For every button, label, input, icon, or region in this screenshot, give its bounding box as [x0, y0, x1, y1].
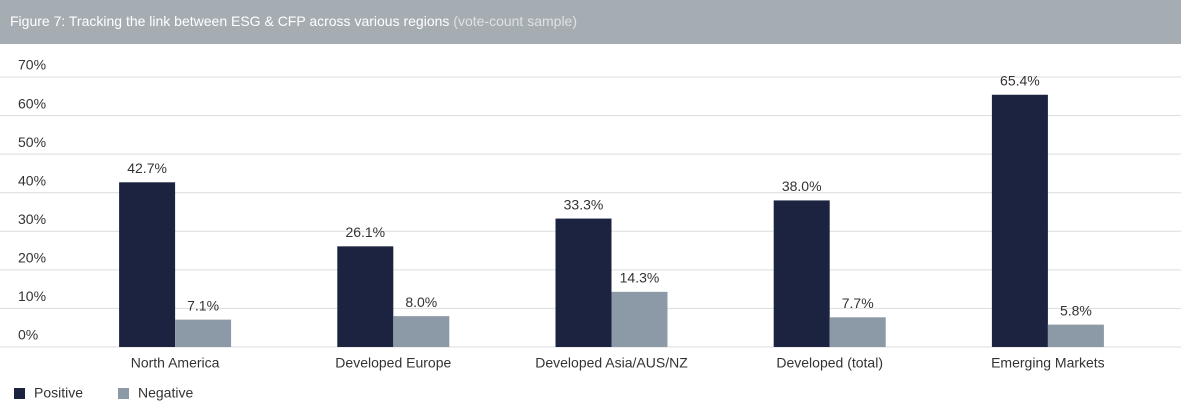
header-bar [0, 0, 1181, 44]
legend-label: Positive [34, 385, 83, 401]
y-tick-label: 60% [18, 95, 46, 111]
bar [393, 316, 450, 347]
data-label: 33.3% [564, 196, 604, 212]
legend-swatch [118, 388, 129, 399]
data-label: 38.0% [782, 178, 822, 194]
bar [119, 182, 176, 347]
data-label: 7.7% [842, 295, 874, 311]
y-tick-label: 30% [18, 211, 46, 227]
data-label: 42.7% [127, 160, 167, 176]
bar [175, 319, 232, 347]
bar [773, 200, 830, 347]
title: Figure 7: Tracking the link between ESG … [10, 13, 449, 29]
bar [991, 94, 1048, 347]
data-label: 26.1% [345, 224, 385, 240]
bar [555, 218, 612, 347]
bar [337, 246, 394, 347]
y-tick-label: 70% [18, 57, 46, 73]
chart-title: Figure 7: Tracking the link between ESG … [10, 13, 577, 29]
data-label: 8.0% [405, 294, 437, 310]
y-tick-label: 10% [18, 288, 46, 304]
data-label: 7.1% [187, 297, 219, 313]
y-tick-label: 40% [18, 172, 46, 188]
data-label: 65.4% [1000, 72, 1040, 88]
y-tick-label: 0% [18, 327, 38, 343]
subtitle: (vote-count sample) [453, 13, 577, 29]
y-tick-label: 50% [18, 134, 46, 150]
x-tick-label: Emerging Markets [991, 355, 1105, 371]
data-label: 14.3% [620, 270, 660, 286]
legend-swatch [14, 388, 25, 399]
bar [829, 317, 886, 347]
bar [1047, 324, 1104, 347]
bar [611, 291, 668, 347]
legend-label: Negative [138, 385, 193, 401]
x-tick-label: North America [131, 355, 220, 371]
x-tick-label: Developed (total) [776, 355, 883, 371]
x-tick-label: Developed Asia/AUS/NZ [535, 355, 688, 371]
y-tick-label: 20% [18, 250, 46, 266]
x-tick-label: Developed Europe [335, 355, 451, 371]
data-label: 5.8% [1060, 302, 1092, 318]
